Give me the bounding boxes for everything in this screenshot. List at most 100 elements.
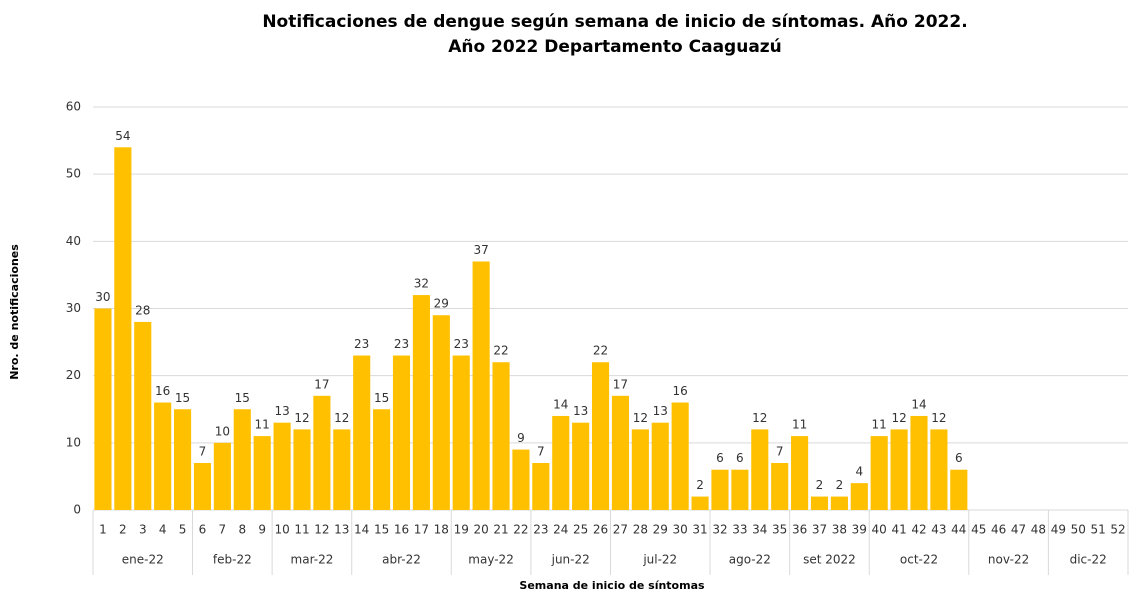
y-tick-label: 30 — [66, 301, 81, 315]
data-label: 15 — [175, 391, 190, 405]
x-group-label: jul-22 — [642, 553, 677, 567]
data-label: 13 — [653, 404, 668, 418]
data-label: 22 — [493, 344, 508, 358]
chart-title: Año 2022 Departamento Caaguazú — [448, 37, 782, 57]
bar — [572, 422, 590, 510]
x-tick-label: 23 — [533, 523, 548, 537]
bar — [293, 429, 311, 510]
x-tick-label: 13 — [334, 523, 349, 537]
bar — [671, 402, 689, 510]
bar — [134, 321, 152, 510]
x-tick-label: 32 — [712, 523, 727, 537]
bar — [353, 355, 371, 510]
data-label: 4 — [855, 465, 863, 479]
data-label: 7 — [199, 444, 207, 458]
data-label: 23 — [454, 337, 469, 351]
data-label: 13 — [274, 404, 289, 418]
x-tick-label: 44 — [951, 523, 966, 537]
x-tick-label: 50 — [1071, 523, 1086, 537]
bar — [412, 295, 430, 510]
x-group-label: ene-22 — [122, 553, 164, 567]
data-label: 9 — [517, 431, 525, 445]
bar — [392, 355, 411, 510]
x-tick-label: 48 — [1031, 523, 1046, 537]
x-group-label: set 2022 — [803, 553, 856, 567]
x-tick-label: 1 — [99, 523, 107, 537]
data-label: 6 — [736, 451, 744, 465]
x-tick-label: 4 — [159, 523, 167, 537]
x-tick-label: 34 — [752, 523, 767, 537]
x-tick-label: 27 — [613, 523, 628, 537]
bar — [273, 422, 291, 510]
data-label: 6 — [955, 451, 963, 465]
x-tick-label: 41 — [891, 523, 906, 537]
x-tick-label: 39 — [852, 523, 867, 537]
bar — [552, 415, 570, 510]
x-tick-label: 24 — [553, 523, 568, 537]
bar — [313, 395, 331, 510]
bar — [791, 436, 809, 510]
data-label: 54 — [115, 129, 130, 143]
data-label: 16 — [155, 384, 170, 398]
data-label: 6 — [716, 451, 724, 465]
x-tick-label: 12 — [314, 523, 329, 537]
data-label: 15 — [235, 391, 250, 405]
x-group-label: oct-22 — [900, 553, 938, 567]
x-tick-label: 35 — [772, 523, 787, 537]
x-group-label: may-22 — [468, 553, 514, 567]
x-tick-label: 42 — [911, 523, 926, 537]
bar — [492, 362, 510, 510]
bar — [830, 496, 848, 510]
x-tick-label: 38 — [832, 523, 847, 537]
bar — [910, 415, 928, 510]
bar — [193, 462, 212, 510]
x-tick-label: 37 — [812, 523, 827, 537]
data-label: 17 — [314, 377, 329, 391]
data-label: 23 — [354, 337, 369, 351]
data-label: 13 — [573, 404, 588, 418]
bar — [691, 496, 709, 510]
data-label: 30 — [95, 290, 110, 304]
x-group-label: mar-22 — [291, 553, 334, 567]
bar — [154, 402, 172, 510]
x-tick-label: 31 — [692, 523, 707, 537]
x-axis-title: Semana de inicio de síntomas — [519, 579, 705, 592]
x-group-label: dic-22 — [1070, 553, 1107, 567]
x-tick-label: 47 — [1011, 523, 1026, 537]
data-label: 14 — [553, 397, 568, 411]
x-tick-label: 17 — [414, 523, 429, 537]
data-label: 12 — [891, 411, 906, 425]
bar — [731, 469, 749, 510]
bar — [950, 469, 968, 510]
bar — [532, 462, 550, 510]
x-tick-label: 29 — [653, 523, 668, 537]
bar — [591, 362, 610, 510]
x-tick-label: 10 — [274, 523, 289, 537]
data-label: 28 — [135, 303, 150, 317]
data-label: 14 — [911, 397, 926, 411]
bar — [432, 315, 450, 510]
x-tick-label: 43 — [931, 523, 946, 537]
x-tick-label: 20 — [473, 523, 488, 537]
x-tick-label: 26 — [593, 523, 608, 537]
bar — [373, 409, 391, 510]
x-tick-label: 9 — [258, 523, 266, 537]
y-tick-label: 10 — [66, 435, 81, 449]
data-label: 12 — [334, 411, 349, 425]
bar — [651, 422, 669, 510]
bar — [631, 429, 649, 510]
data-label: 11 — [255, 418, 270, 432]
y-tick-label: 0 — [73, 503, 81, 517]
x-tick-label: 45 — [971, 523, 986, 537]
x-tick-label: 52 — [1110, 523, 1125, 537]
x-tick-label: 7 — [219, 523, 227, 537]
bar — [751, 429, 769, 510]
y-tick-label: 20 — [66, 368, 81, 382]
data-label: 12 — [633, 411, 648, 425]
y-tick-label: 60 — [66, 100, 81, 114]
y-tick-label: 50 — [66, 167, 81, 181]
x-tick-label: 5 — [179, 523, 187, 537]
bar — [253, 436, 271, 510]
y-tick-label: 40 — [66, 234, 81, 248]
